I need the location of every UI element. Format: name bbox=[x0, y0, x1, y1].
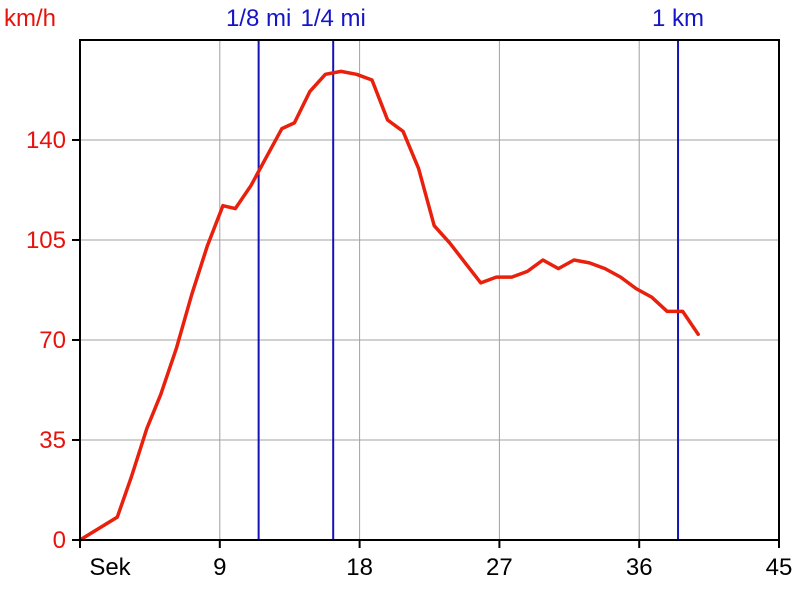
x-axis-ticks: Sek 9 18 27 36 45 bbox=[79, 540, 793, 581]
grid-lines bbox=[80, 40, 779, 540]
y-axis-ticks: 0 35 70 105 140 bbox=[26, 127, 80, 554]
x-tick-label: 45 bbox=[766, 554, 793, 581]
x-tick-label: 36 bbox=[626, 554, 653, 581]
speed-series-line bbox=[78, 69, 700, 542]
distance-marker-label: 1 km bbox=[652, 5, 704, 32]
x-tick-label: 9 bbox=[213, 554, 226, 581]
y-tick-label: 0 bbox=[53, 527, 66, 554]
plot-frame bbox=[79, 39, 780, 541]
y-tick-label: 35 bbox=[39, 427, 66, 454]
x-tick-label: Sek bbox=[89, 554, 131, 581]
series-group bbox=[78, 69, 700, 542]
distance-marker-labels: 1/8 mi 1/4 mi 1 km bbox=[226, 5, 704, 32]
y-tick-label: 70 bbox=[39, 327, 66, 354]
y-tick-label: 105 bbox=[26, 227, 66, 254]
x-tick-label: 18 bbox=[346, 554, 373, 581]
distance-markers bbox=[257, 40, 680, 540]
distance-marker-label: 1/8 mi bbox=[226, 5, 291, 32]
x-tick-label: 27 bbox=[486, 554, 513, 581]
y-axis-unit-label: km/h bbox=[4, 5, 56, 32]
y-tick-label: 140 bbox=[26, 127, 66, 154]
distance-marker-label: 1/4 mi bbox=[301, 5, 366, 32]
